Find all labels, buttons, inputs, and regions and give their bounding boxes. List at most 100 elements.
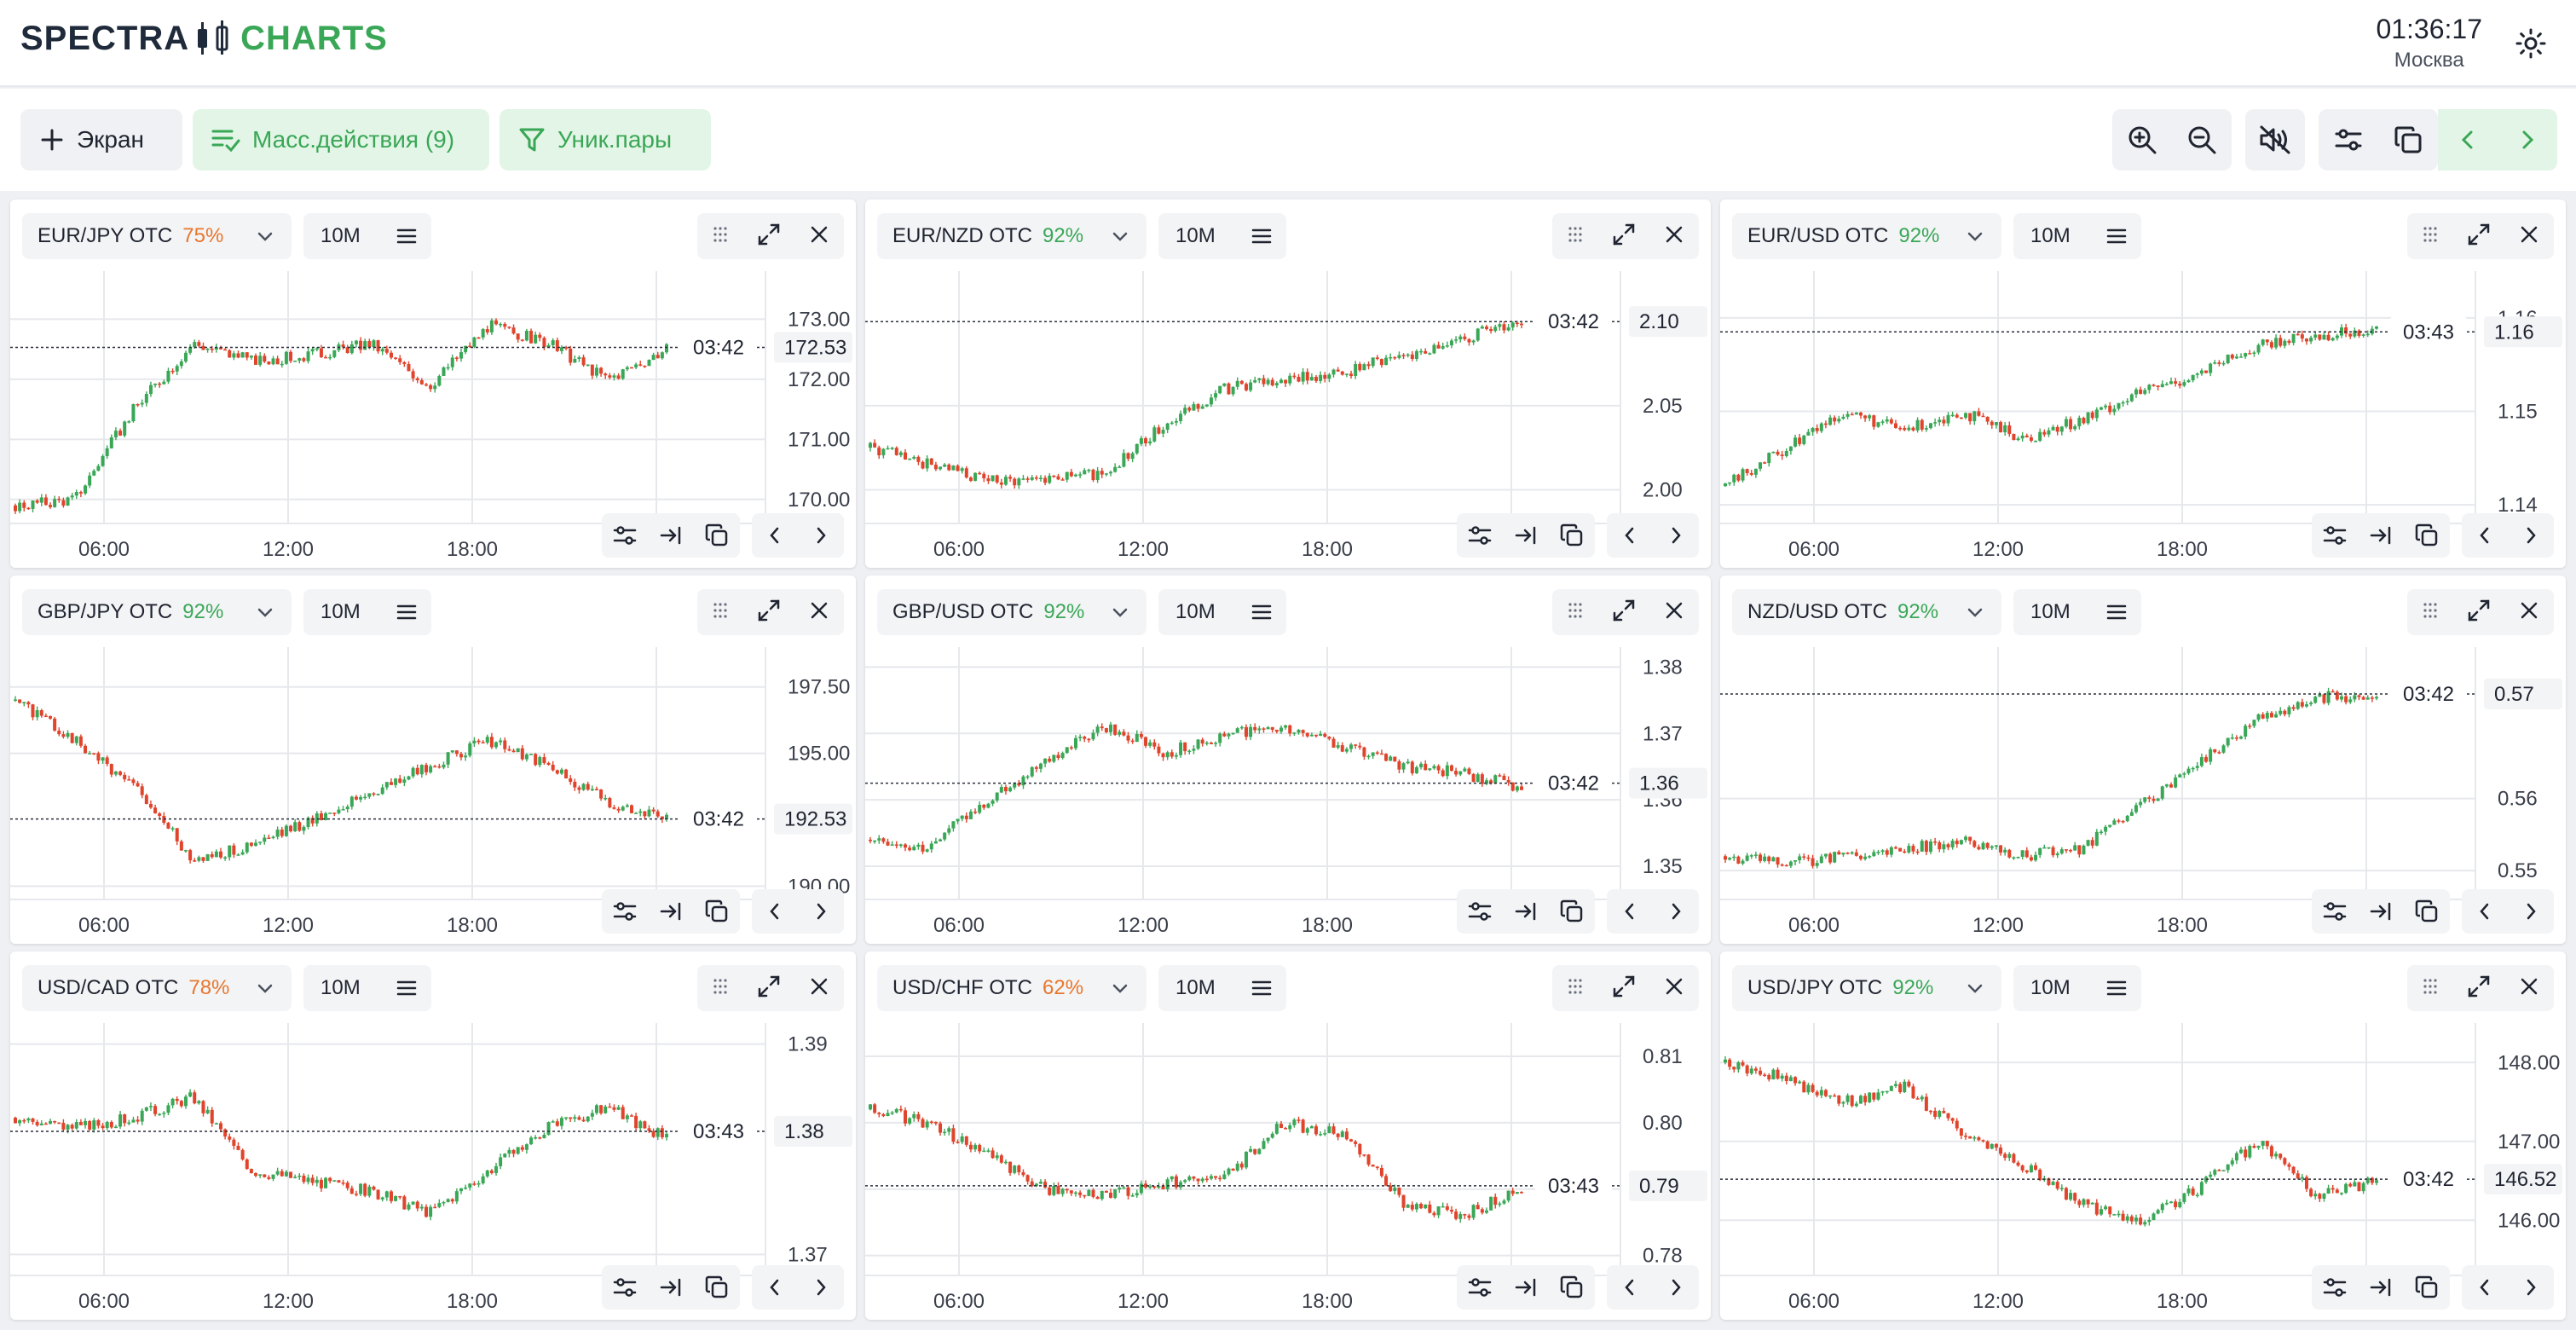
chart-prev-button[interactable] [2462,889,2508,934]
pair-select[interactable]: EUR/USD OTC 92% [1732,213,2001,259]
close-icon[interactable] [1663,975,1685,1002]
chart-prev-button[interactable] [752,1265,798,1310]
chart-next-button[interactable] [798,1265,844,1310]
drag-handle-icon[interactable] [1566,225,1585,248]
close-icon[interactable] [2518,223,2540,250]
prev-screen-button[interactable] [2438,109,2498,171]
pair-select[interactable]: GBP/JPY OTC 92% [22,589,292,635]
scroll-to-end-button[interactable] [648,889,694,934]
copy-chart-button[interactable] [694,513,740,558]
add-screen-button[interactable]: Экран [20,109,182,171]
scroll-to-end-button[interactable] [2358,889,2404,934]
timeframe-select[interactable]: 10M [1158,965,1286,1011]
pair-select[interactable]: GBP/USD OTC 92% [877,589,1146,635]
chart-prev-button[interactable] [752,513,798,558]
timeframe-select[interactable]: 10M [1158,589,1286,635]
expand-icon[interactable] [757,598,781,627]
expand-icon[interactable] [757,974,781,1003]
mass-actions-button[interactable]: Масс.действия (9) [193,109,489,171]
candlestick-chart[interactable]: 2.05 2.00 06:00 12:00 18:00 03:42 2.10 [865,271,1711,568]
indicators-button[interactable] [602,889,648,934]
unique-pairs-button[interactable]: Уник.пары [500,109,711,171]
copy-chart-button[interactable] [2404,1265,2450,1310]
close-icon[interactable] [808,599,830,626]
chart-prev-button[interactable] [1607,1265,1653,1310]
scroll-to-end-button[interactable] [648,1265,694,1310]
mute-button[interactable] [2245,109,2305,171]
chart-prev-button[interactable] [1607,513,1653,558]
pair-select[interactable]: EUR/JPY OTC 75% [22,213,292,259]
close-icon[interactable] [1663,599,1685,626]
expand-icon[interactable] [1612,223,1636,251]
drag-handle-icon[interactable] [1566,977,1585,1000]
pair-select[interactable]: USD/CHF OTC 62% [877,965,1146,1011]
drag-handle-icon[interactable] [711,225,730,248]
pair-select[interactable]: USD/CAD OTC 78% [22,965,292,1011]
expand-icon[interactable] [2467,598,2491,627]
timeframe-select[interactable]: 10M [1158,213,1286,259]
drag-handle-icon[interactable] [711,601,730,624]
copy-chart-button[interactable] [694,889,740,934]
scroll-to-end-button[interactable] [2358,513,2404,558]
scroll-to-end-button[interactable] [1503,889,1549,934]
chart-prev-button[interactable] [752,889,798,934]
chart-prev-button[interactable] [1607,889,1653,934]
chart-next-button[interactable] [798,513,844,558]
app-logo[interactable]: SPECTRA CHARTS [20,19,388,58]
candlestick-chart[interactable]: 197.50 195.00 190.00 06:00 12:00 18:00 03:42 19… [10,647,856,944]
pair-select[interactable]: NZD/USD OTC 92% [1732,589,2001,635]
scroll-to-end-button[interactable] [1503,1265,1549,1310]
scroll-to-end-button[interactable] [2358,1265,2404,1310]
candlestick-chart[interactable]: 148.00 147.00 146.00 06:00 12:00 18:00 03:42 14… [1720,1023,2566,1320]
candlestick-chart[interactable]: 173.00 172.00 171.00 170.00 06:00 12:00 18:00 0… [10,271,856,568]
close-icon[interactable] [808,975,830,1002]
copy-chart-button[interactable] [2404,513,2450,558]
timeframe-select[interactable]: 10M [2013,213,2141,259]
indicators-button[interactable] [602,513,648,558]
pair-select[interactable]: EUR/NZD OTC 92% [877,213,1146,259]
candlestick-chart[interactable]: 1.38 1.37 1.36 1.35 06:00 12:00 18:00 03:42 1.36 [865,647,1711,944]
indicators-button[interactable] [2312,1265,2358,1310]
zoom-out-button[interactable] [2172,109,2232,171]
expand-icon[interactable] [2467,974,2491,1003]
chart-next-button[interactable] [1653,1265,1699,1310]
indicators-button[interactable] [1457,513,1503,558]
pair-select[interactable]: USD/JPY OTC 92% [1732,965,2001,1011]
settings-sliders-button[interactable] [2319,109,2378,171]
chart-prev-button[interactable] [2462,513,2508,558]
copy-chart-button[interactable] [1549,513,1595,558]
close-icon[interactable] [2518,599,2540,626]
drag-handle-icon[interactable] [711,977,730,1000]
indicators-button[interactable] [2312,889,2358,934]
chart-next-button[interactable] [2508,1265,2554,1310]
copy-chart-button[interactable] [2404,889,2450,934]
timeframe-select[interactable]: 10M [2013,589,2141,635]
indicators-button[interactable] [2312,513,2358,558]
indicators-button[interactable] [1457,1265,1503,1310]
indicators-button[interactable] [1457,889,1503,934]
scroll-to-end-button[interactable] [1503,513,1549,558]
candlestick-chart[interactable]: 0.56 0.55 06:00 12:00 18:00 03:42 0.57 [1720,647,2566,944]
indicators-button[interactable] [602,1265,648,1310]
copy-chart-button[interactable] [1549,889,1595,934]
expand-icon[interactable] [1612,974,1636,1003]
chart-next-button[interactable] [1653,889,1699,934]
scroll-to-end-button[interactable] [648,513,694,558]
zoom-in-button[interactable] [2112,109,2172,171]
timeframe-select[interactable]: 10M [2013,965,2141,1011]
expand-icon[interactable] [2467,223,2491,251]
chart-next-button[interactable] [798,889,844,934]
close-icon[interactable] [808,223,830,250]
chart-next-button[interactable] [2508,889,2554,934]
copy-layout-button[interactable] [2378,109,2438,171]
timeframe-select[interactable]: 10M [303,589,431,635]
drag-handle-icon[interactable] [2421,225,2440,248]
